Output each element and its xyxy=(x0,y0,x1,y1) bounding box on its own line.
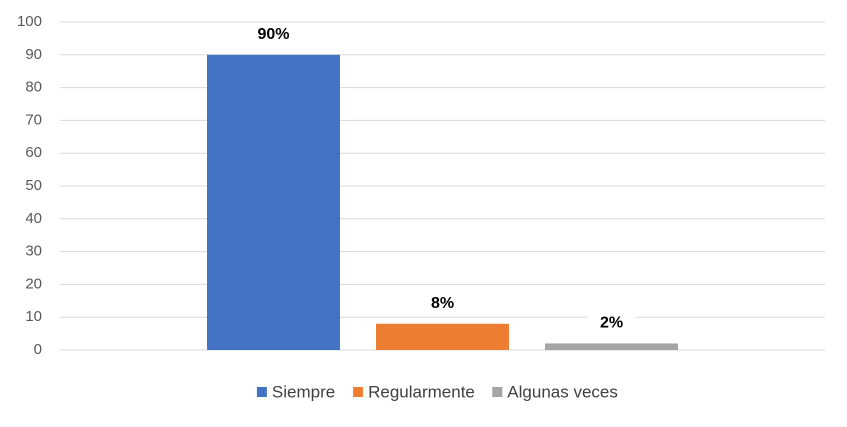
value-label: 2% xyxy=(600,315,623,332)
value-label-bg xyxy=(587,311,636,336)
legend-label: Siempre xyxy=(272,382,335,401)
y-tick-label: 90 xyxy=(25,46,42,63)
y-tick-label: 70 xyxy=(25,111,42,128)
y-tick-label: 0 xyxy=(34,341,42,358)
y-tick-label: 40 xyxy=(25,210,42,227)
y-tick-label: 30 xyxy=(25,243,42,260)
y-tick-label: 80 xyxy=(25,79,42,96)
bar xyxy=(207,54,340,351)
value-label-bg xyxy=(418,291,467,316)
y-tick-label: 50 xyxy=(25,177,42,194)
y-tick-label: 100 xyxy=(17,13,42,30)
y-tick-label: 60 xyxy=(25,144,42,161)
legend-swatch xyxy=(492,387,503,397)
bar xyxy=(545,343,678,350)
value-label-bg xyxy=(249,22,298,47)
bar xyxy=(376,323,509,350)
y-tick-label: 10 xyxy=(25,308,42,325)
value-label: 8% xyxy=(431,295,454,312)
legend-swatch xyxy=(353,387,364,397)
legend-swatch xyxy=(256,387,267,397)
legend-label: Regularmente xyxy=(368,382,475,401)
legend-label: Algunas veces xyxy=(507,382,618,401)
y-tick-label: 20 xyxy=(25,275,42,292)
value-label: 90% xyxy=(257,26,289,43)
